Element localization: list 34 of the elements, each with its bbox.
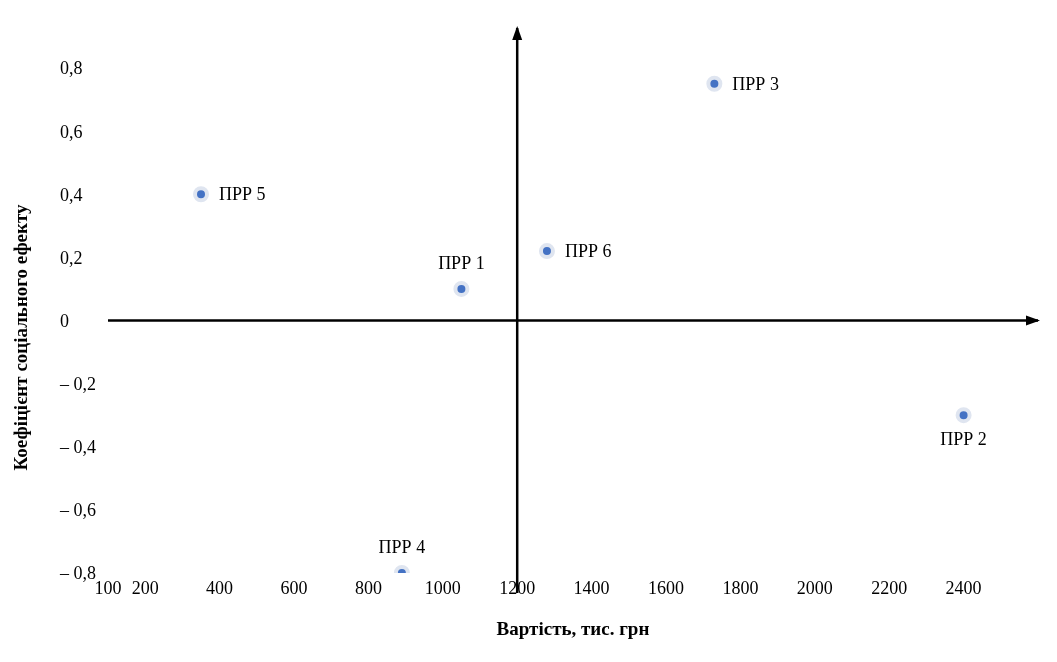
x-tick-label: 1600 <box>648 577 684 598</box>
point <box>955 407 972 424</box>
series-label: ПРР 1 <box>438 252 485 273</box>
y-tick-label: – 0,4 <box>59 437 96 458</box>
y-tick-label: 0,6 <box>60 121 83 142</box>
series-label: ПРР 5 <box>219 184 266 205</box>
x-tick-label: 1400 <box>573 577 610 598</box>
x-tick-label: 400 <box>206 577 234 598</box>
series-label: ПРР 6 <box>564 241 612 262</box>
y-tick-label: 0,2 <box>60 247 83 268</box>
y-tick-label: – 0,8 <box>59 563 96 584</box>
x-tick-label: 2400 <box>945 577 982 598</box>
x-tick-label: 2200 <box>871 577 908 598</box>
series-label: ПРР 3 <box>732 73 779 94</box>
point <box>706 75 723 92</box>
point <box>453 280 470 297</box>
y-tick-label: 0 <box>60 310 69 331</box>
x-tick-label: 100 <box>94 577 122 598</box>
series-label: ПРР 2 <box>940 429 987 450</box>
x-axis-title: Вартість, тис. грн <box>496 618 650 639</box>
x-tick-label: 1800 <box>722 577 759 598</box>
series-label: ПРР 4 <box>378 537 426 557</box>
x-tick-label: 800 <box>354 577 382 598</box>
y-tick-label: 0,4 <box>60 184 83 205</box>
x-tick-label: 1000 <box>424 577 461 598</box>
point <box>193 186 209 203</box>
y-tick-label: – 0,6 <box>59 500 96 521</box>
y-tick-label: – 0,2 <box>59 374 96 395</box>
y-tick-label: 0,8 <box>60 58 83 79</box>
x-tick-label: 600 <box>280 577 308 598</box>
y-axis-title: Коефіцієнт соціального ефекту <box>9 203 31 471</box>
point <box>538 243 555 260</box>
x-tick-label: 200 <box>131 577 159 598</box>
x-tick-label: 2000 <box>796 577 833 598</box>
